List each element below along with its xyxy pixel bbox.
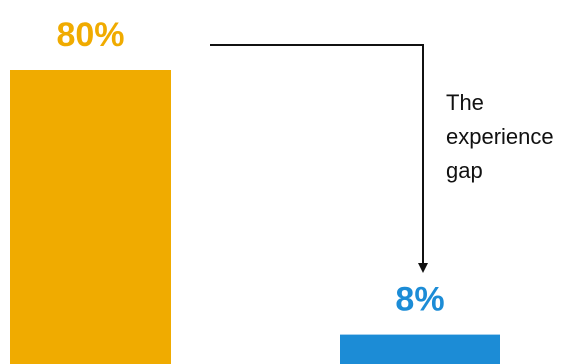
bar-value-label-second: 8%	[395, 281, 444, 319]
annotation-line-2: experience	[446, 124, 554, 149]
annotation-line-3: gap	[446, 158, 483, 183]
gap-arrow	[210, 44, 428, 273]
bar-value-label-first: 80%	[56, 16, 124, 54]
bar-first	[10, 70, 171, 364]
bar-second	[340, 334, 500, 364]
annotation-line-1: The	[446, 90, 484, 115]
